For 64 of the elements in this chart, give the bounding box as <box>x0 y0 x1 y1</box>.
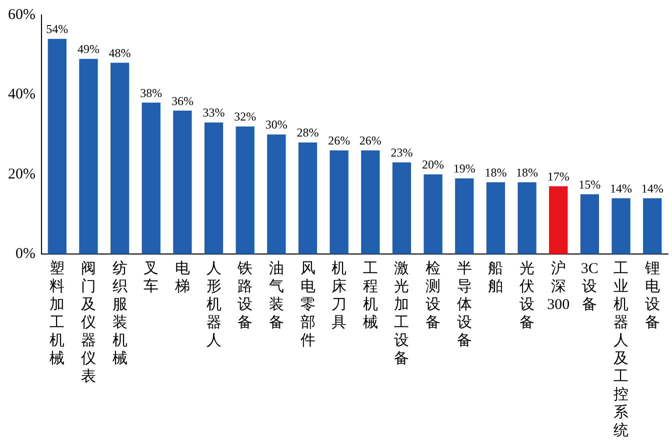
x-tick-label: 3C设备 <box>580 260 598 313</box>
data-label: 38% <box>140 86 162 100</box>
x-tick-label: 叉车 <box>144 260 159 295</box>
x-tick-label: 电梯 <box>174 260 190 295</box>
y-tick-label: 0% <box>15 246 36 262</box>
x-tick-label: 油气装备 <box>268 260 284 331</box>
bar <box>173 110 192 254</box>
bar <box>236 126 254 254</box>
bar <box>612 198 630 254</box>
x-tick-label: 船舶 <box>488 260 504 295</box>
data-label: 33% <box>202 106 225 120</box>
y-tick-label: 40% <box>8 86 36 103</box>
x-tick-label: 纺织服装机械 <box>112 260 128 367</box>
data-label: 26% <box>328 134 350 148</box>
data-label: 28% <box>296 126 319 140</box>
x-tick-label: 光伏设备 <box>520 260 535 331</box>
x-tick-label: 机床刀具 <box>332 260 347 331</box>
bar <box>361 150 380 254</box>
data-label: 18% <box>484 165 507 180</box>
x-tick-label: 沪深300 <box>547 260 570 313</box>
bar <box>79 58 98 254</box>
bar <box>330 150 348 254</box>
bar <box>267 134 286 254</box>
x-tick-label: 人形机器人 <box>206 260 222 349</box>
data-label: 14% <box>641 181 664 196</box>
bar <box>643 198 662 254</box>
x-tick-label: 塑料加工机械 <box>50 260 65 367</box>
data-label: 36% <box>171 94 194 108</box>
data-label: 19% <box>453 161 476 176</box>
bar <box>48 38 66 254</box>
data-label: 20% <box>422 157 444 172</box>
x-tick-label: 铁路设备 <box>236 260 253 331</box>
data-label: 30% <box>265 118 288 132</box>
bar <box>298 142 318 254</box>
bar <box>204 122 224 254</box>
data-label: 32% <box>234 110 256 124</box>
data-label: 17% <box>547 169 570 184</box>
x-tick-label: 工程机械 <box>362 260 378 331</box>
x-tick-label: 风电零部件 <box>300 260 316 349</box>
data-label: 26% <box>359 134 382 148</box>
category-label: 工业机器人及工控系统 <box>614 260 629 439</box>
bar <box>110 62 130 254</box>
y-tick-label: 60% <box>8 6 36 23</box>
data-label: 15% <box>578 177 601 192</box>
y-tick-label: 20% <box>8 166 36 182</box>
x-tick-label: 锂电设备 <box>644 260 660 331</box>
x-tick-label: 半导体设备 <box>456 260 472 349</box>
bar <box>580 194 600 254</box>
bar <box>549 186 568 254</box>
data-label: 18% <box>516 165 538 180</box>
x-tick-label: 阀门及仪器仪表 <box>80 260 96 385</box>
x-tick-label: 激光加工设备 <box>394 260 410 367</box>
bar <box>392 162 412 254</box>
data-label: 54% <box>46 22 68 36</box>
bar <box>518 182 536 254</box>
data-label: 14% <box>610 181 632 196</box>
x-tick-label: 检测设备 <box>426 260 441 331</box>
data-label: 48% <box>108 46 131 60</box>
bar <box>424 174 442 254</box>
data-label: 49% <box>77 42 100 56</box>
data-label: 23% <box>390 146 413 160</box>
bar <box>455 178 474 254</box>
bar <box>486 182 506 254</box>
bar <box>142 102 160 254</box>
